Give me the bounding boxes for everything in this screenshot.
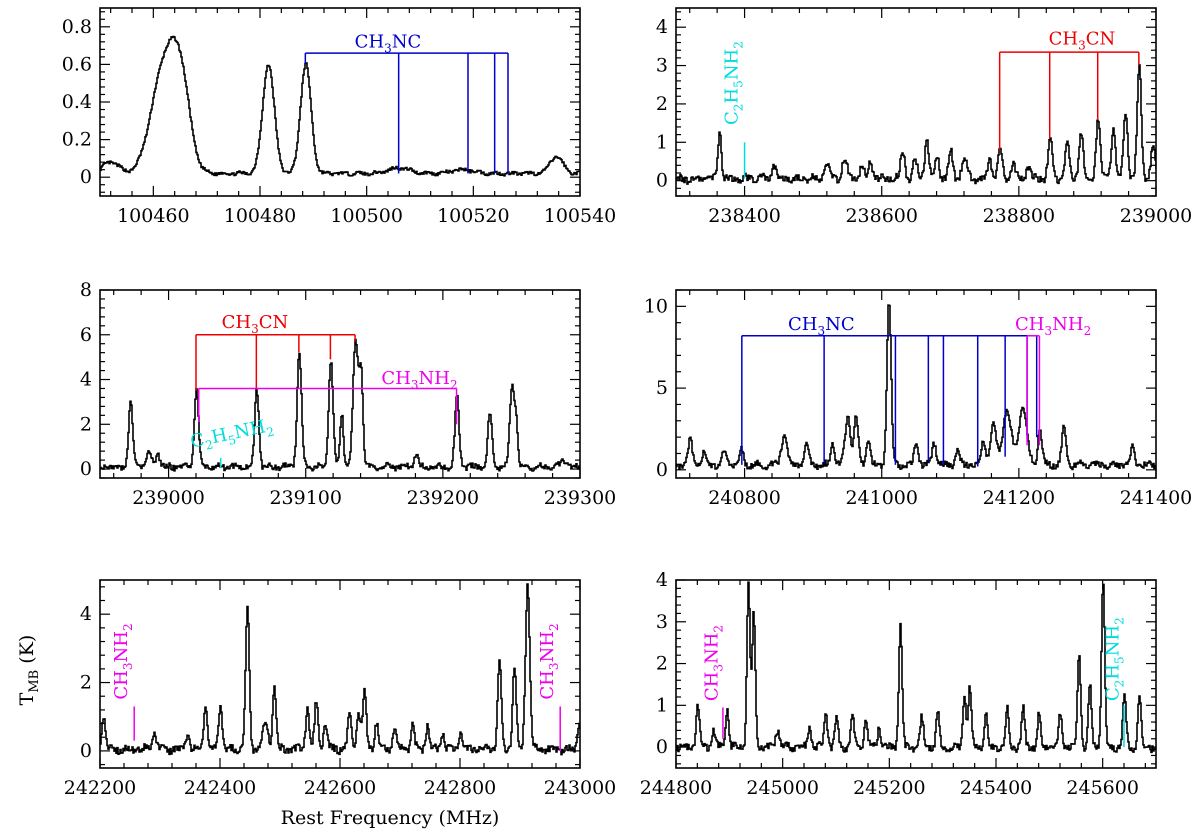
- y-tick-label: 3: [656, 611, 668, 633]
- line-marker-ch3nh2: CH3NH2: [537, 623, 561, 751]
- x-tick-label: 239000: [132, 487, 205, 509]
- x-tick-label: 243000: [544, 777, 617, 799]
- y-tick-label: 1: [656, 131, 668, 153]
- molecule-label: CH3NH2: [702, 625, 726, 701]
- line-marker-c2h5nh2: C2H5NH2: [722, 41, 746, 179]
- line-marker-ch3nc: CH3NC: [304, 31, 509, 174]
- plot-frame: [99, 289, 581, 479]
- y-tick-label: 0.8: [62, 16, 92, 38]
- x-tick-label: 241400: [1120, 487, 1193, 509]
- y-tick-label: 0.2: [62, 129, 92, 151]
- line-marker-ch3nh2: CH3NH2: [111, 623, 135, 741]
- y-tick-label: 0: [656, 170, 668, 192]
- x-tick-label: 245600: [1066, 777, 1139, 799]
- x-axis-title: Rest Frequency (MHz): [281, 807, 500, 829]
- molecule-label: CH3CN: [222, 312, 289, 336]
- x-tick-label: 239300: [544, 487, 617, 509]
- x-tick-label: 245400: [960, 777, 1033, 799]
- y-tick-label: 2: [656, 653, 668, 675]
- molecule-label: CH3CN: [1049, 28, 1116, 52]
- molecule-label: CH3NH2: [537, 623, 561, 699]
- y-tick-label: 5: [656, 377, 668, 399]
- plot-frame: [675, 579, 1157, 769]
- y-tick-label: 2: [80, 413, 92, 435]
- plot-frame: [675, 7, 1157, 197]
- line-marker-ch3cn: CH3CN: [195, 312, 356, 391]
- x-tick-label: 100520: [437, 205, 510, 227]
- y-tick-label: 0: [656, 459, 668, 481]
- y-tick-label: 2: [80, 672, 92, 694]
- x-tick-label: 100460: [117, 205, 190, 227]
- molecule-label: CH3NH2: [111, 623, 135, 699]
- y-tick-label: 10: [644, 295, 668, 317]
- x-tick-label: 100540: [544, 205, 617, 227]
- y-tick-label: 4: [656, 569, 668, 591]
- x-tick-label: 241000: [845, 487, 918, 509]
- y-tick-label: 0.4: [62, 91, 92, 113]
- molecule-label: CH3NC: [788, 314, 855, 338]
- line-marker-ch3nh2: CH3NH2: [197, 368, 458, 425]
- x-tick-label: 100500: [330, 205, 403, 227]
- x-tick-label: 242400: [184, 777, 257, 799]
- molecule-label: C2H5NH2: [189, 415, 276, 456]
- molecule-label: CH3NH2: [1015, 314, 1091, 338]
- x-tick-label: 241200: [983, 487, 1056, 509]
- line-marker-ch3nc: CH3NC: [741, 314, 1038, 467]
- y-tick-label: 8: [80, 279, 92, 301]
- spectrum-line: [100, 338, 580, 472]
- x-tick-label: 239000: [1120, 205, 1193, 227]
- y-tick-label: 0.6: [62, 53, 92, 75]
- y-tick-label: 0: [656, 736, 668, 758]
- x-tick-label: 245200: [853, 777, 926, 799]
- line-marker-c2h5nh2: C2H5NH2: [1103, 617, 1127, 748]
- x-tick-label: 240800: [708, 487, 781, 509]
- y-tick-label: 0: [80, 740, 92, 762]
- x-tick-label: 242800: [424, 777, 497, 799]
- spectrum-panel: CH3NC CH3NH2 240800 241000 241200 241400 0 5 10: [644, 289, 1193, 509]
- spectrum-panel: CH3NH2 CH3NH2 242200 242400 242600 242800 2430…: [64, 579, 617, 799]
- spectrum-line: [676, 304, 1156, 471]
- y-tick-label: 1: [656, 694, 668, 716]
- spectrum-line: [676, 64, 1156, 185]
- x-tick-label: 238800: [983, 205, 1056, 227]
- y-tick-label: 3: [656, 55, 668, 77]
- spectrum-panel: CH3NC 100460 100480 100500 100520 100540 0 0.2 0…: [62, 7, 617, 227]
- spectrum-panel: CH3NH2 C2H5NH2 244800 245000 245200 245400 245…: [640, 569, 1157, 799]
- x-tick-label: 239200: [407, 487, 480, 509]
- y-tick-label: 4: [80, 603, 92, 625]
- x-tick-label: 245000: [746, 777, 819, 799]
- line-marker-ch3nh2: CH3NH2: [702, 625, 726, 739]
- molecule-label: CH3NC: [355, 31, 422, 55]
- line-marker-ch3cn: CH3CN: [998, 28, 1140, 150]
- molecule-label: C2H5NH2: [722, 41, 746, 125]
- spectrum-line: [100, 35, 580, 177]
- spectrum-line: [100, 583, 580, 756]
- plot-frame: [675, 289, 1157, 479]
- x-tick-label: 242200: [64, 777, 137, 799]
- x-tick-label: 242600: [304, 777, 377, 799]
- x-tick-label: 244800: [640, 777, 713, 799]
- molecule-label: CH3NH2: [381, 368, 457, 392]
- spectrum-line: [676, 581, 1156, 754]
- y-tick-label: 4: [656, 16, 668, 38]
- spectrum-panel: CH3CN C2H5NH2 238400 238600 238800 239000 0 1 2 3…: [656, 7, 1193, 227]
- y-tick-label: 4: [80, 369, 92, 391]
- x-tick-label: 100480: [224, 205, 297, 227]
- spectrum-panel: CH3CN CH3NH2 C2H5NH2 239000 239100 239200 2393…: [80, 279, 616, 509]
- x-tick-label: 238400: [708, 205, 781, 227]
- y-tick-label: 0: [80, 458, 92, 480]
- plot-frame: [99, 579, 581, 769]
- y-tick-label: 6: [80, 324, 92, 346]
- line-marker-ch3nh2: CH3NH2: [1015, 314, 1091, 446]
- molecule-label: C2H5NH2: [1103, 617, 1127, 701]
- y-tick-label: 2: [656, 93, 668, 115]
- x-tick-label: 238600: [845, 205, 918, 227]
- y-tick-label: 0: [80, 166, 92, 188]
- y-axis-title: TMB (K): [16, 635, 42, 706]
- x-tick-label: 239100: [269, 487, 342, 509]
